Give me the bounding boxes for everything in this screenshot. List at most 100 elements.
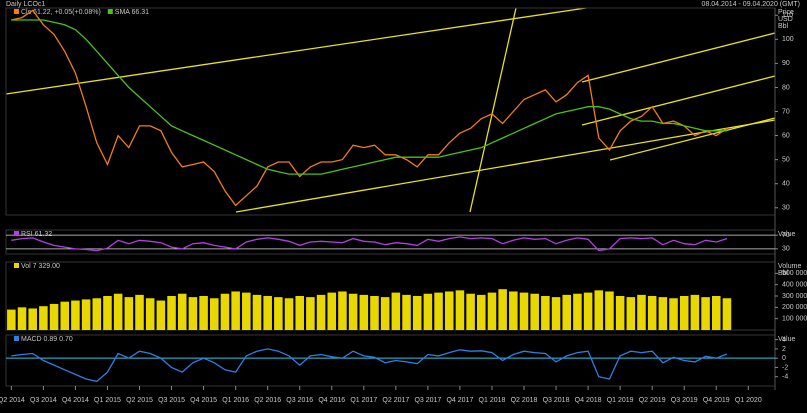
legend-swatch [14, 231, 19, 236]
bar [573, 293, 582, 330]
bar [231, 291, 240, 330]
bar [519, 292, 529, 330]
bar [306, 297, 315, 330]
y-tick-label: 70 [782, 232, 790, 239]
bar [295, 296, 304, 330]
x-tick-label: Q4 2019 [703, 397, 730, 404]
bar [28, 308, 37, 330]
series-line [11, 19, 727, 175]
y-tick-label: 30 [782, 205, 790, 212]
y-tick-label: 200 000 [782, 304, 807, 311]
y-tick-label: 0 [782, 355, 786, 362]
y-tick-label: 110 [782, 12, 793, 19]
bar [316, 294, 326, 330]
bar [60, 301, 70, 330]
y-axis-label: Volume [778, 263, 801, 270]
legend-swatch [14, 336, 19, 341]
bar [348, 293, 358, 330]
x-tick-label: Q1 2018 [479, 397, 506, 404]
y-tick-label: 30 [782, 246, 790, 253]
bar [103, 296, 112, 330]
x-tick-label: Q2 2014 [0, 397, 25, 404]
bar [423, 293, 433, 330]
x-tick-label: Q4 2016 [318, 397, 345, 404]
y-tick-label: 4 [782, 336, 786, 343]
series-line [11, 236, 728, 252]
bar [135, 294, 144, 330]
bar [455, 290, 465, 330]
trend-line [581, 32, 776, 83]
y-tick-label: 300 000 [782, 293, 807, 300]
legend-entry: MACD 0.89 0.70 [21, 336, 73, 343]
x-tick-label: Q4 2018 [575, 397, 602, 404]
bar [444, 291, 454, 330]
x-tick-label: Q3 2017 [414, 397, 441, 404]
bar [124, 297, 134, 330]
bar [626, 297, 636, 330]
x-tick-label: Q4 2017 [446, 397, 473, 404]
bar [434, 292, 443, 330]
bar [541, 296, 550, 330]
y-tick-label: -4 [782, 374, 788, 381]
legend-swatch [14, 9, 19, 14]
bar [252, 294, 262, 330]
bar [679, 296, 689, 330]
y-tick-label: 500 000 [782, 270, 807, 277]
chart-title: Daily LCOc1 [6, 1, 45, 8]
bar [39, 306, 48, 330]
bar [594, 290, 604, 330]
bar [167, 296, 176, 330]
x-tick-label: Q3 2018 [543, 397, 570, 404]
bar [359, 294, 369, 330]
legend-entry: SMA 66.31 [115, 9, 149, 16]
y-axis-label: Value [778, 231, 795, 238]
bar [49, 303, 59, 330]
series-line [11, 9, 728, 207]
bar [615, 296, 625, 330]
y-axis-label: Value [778, 336, 795, 343]
x-tick-label: Q1 2017 [350, 397, 377, 404]
bar [263, 296, 272, 330]
y-tick-label: 50 [782, 156, 790, 163]
bar [551, 297, 561, 330]
trend-line [609, 117, 776, 161]
legend-swatch [107, 9, 113, 14]
bar [274, 297, 283, 330]
y-tick-label: 2 [782, 346, 786, 353]
y-tick-label: 40 [782, 181, 790, 188]
trend-line [5, 7, 587, 95]
bar [498, 289, 507, 330]
bar [647, 296, 657, 330]
bar [113, 293, 123, 330]
trend-lines [5, 7, 776, 213]
legend-swatch [14, 263, 19, 268]
bar [242, 292, 251, 330]
legend-entry: Vol 7 329.00 [21, 263, 60, 270]
x-tick-label: Q4 2015 [190, 397, 217, 404]
y-axis-label: USD [778, 16, 793, 23]
bar [711, 296, 721, 330]
bar [7, 309, 16, 330]
x-tick-label: Q3 2019 [671, 397, 698, 404]
y-tick-label: -2 [782, 364, 788, 371]
x-tick-label: Q2 2015 [126, 397, 153, 404]
bar [509, 291, 518, 330]
bar [209, 298, 219, 330]
y-axis-label: Bbl [778, 23, 789, 30]
trend-line [235, 119, 776, 213]
x-tick-label: Q1 2020 [735, 397, 762, 404]
y-tick-label: 90 [782, 60, 790, 67]
bar [156, 300, 166, 330]
x-tick-label: Q3 2016 [286, 397, 313, 404]
bar [722, 298, 732, 330]
bar [177, 293, 187, 330]
bar [669, 298, 678, 330]
bar [370, 296, 379, 330]
bar [530, 293, 539, 330]
series-line [11, 348, 728, 383]
bar [199, 296, 208, 330]
x-tick-label: Q1 2019 [607, 397, 634, 404]
y-tick-label: 400 000 [782, 282, 807, 289]
x-tick-label: Q2 2017 [382, 397, 409, 404]
